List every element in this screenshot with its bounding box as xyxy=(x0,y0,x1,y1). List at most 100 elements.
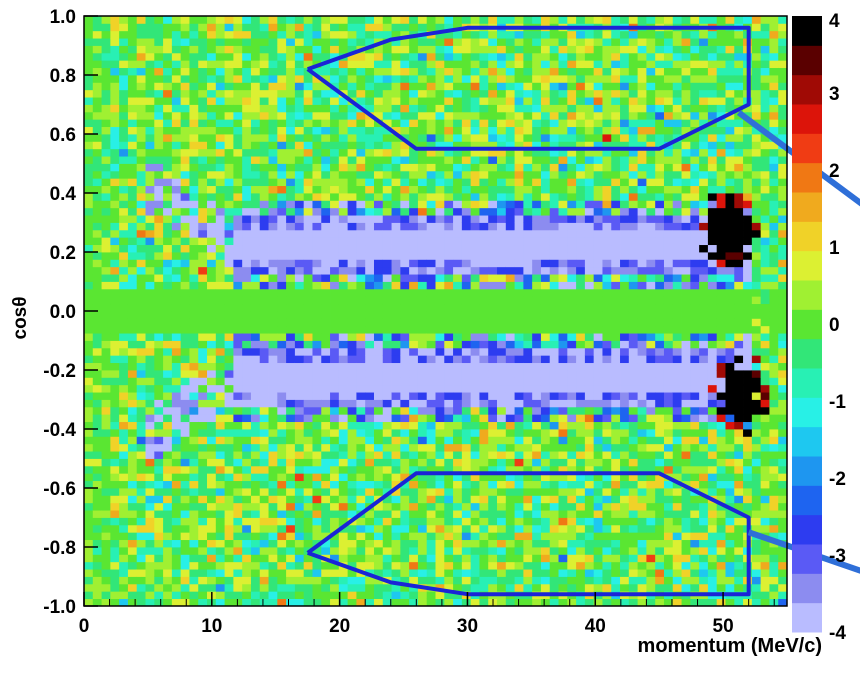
heatmap-cell xyxy=(180,207,190,216)
heatmap-cell xyxy=(611,82,621,91)
heatmap-cell xyxy=(488,163,498,172)
heatmap-cell xyxy=(470,325,480,334)
heatmap-cell xyxy=(259,16,269,24)
heatmap-cell xyxy=(602,429,612,437)
heatmap-cell xyxy=(356,517,366,526)
heatmap-cell xyxy=(373,252,384,260)
heatmap-cell xyxy=(409,104,419,113)
heatmap-cell xyxy=(189,569,199,577)
heatmap-cell xyxy=(365,288,375,297)
heatmap-cell xyxy=(119,340,129,349)
heatmap-cell xyxy=(540,193,551,201)
heatmap-cell xyxy=(330,207,340,216)
heatmap-cell xyxy=(312,185,322,194)
heatmap-cell xyxy=(277,399,287,408)
heatmap-cell xyxy=(268,303,278,312)
heatmap-cell xyxy=(154,281,164,290)
heatmap-cell xyxy=(347,465,357,474)
heatmap-cell xyxy=(233,524,243,533)
heatmap-cell xyxy=(620,547,630,555)
heatmap-cell xyxy=(549,458,559,467)
heatmap-cell xyxy=(154,82,164,91)
heatmap-cell xyxy=(119,244,129,253)
heatmap-cell xyxy=(426,318,436,327)
heatmap-cell xyxy=(523,259,533,268)
heatmap-cell xyxy=(514,458,524,467)
heatmap-cell xyxy=(215,148,225,157)
heatmap-cell xyxy=(400,259,410,268)
heatmap-cell xyxy=(286,45,296,54)
heatmap-cell xyxy=(505,495,515,504)
heatmap-cell xyxy=(523,89,533,98)
heatmap-cell xyxy=(470,163,480,172)
heatmap-cell xyxy=(558,532,568,541)
heatmap-cell xyxy=(567,510,577,518)
heatmap-cell xyxy=(215,325,225,334)
heatmap-cell xyxy=(250,583,261,592)
heatmap-cell xyxy=(224,443,234,452)
heatmap-cell xyxy=(145,436,155,445)
heatmap-cell xyxy=(505,473,515,482)
heatmap-cell xyxy=(365,384,375,393)
heatmap-cell xyxy=(567,281,577,290)
heatmap-cell xyxy=(611,148,621,157)
heatmap-cell xyxy=(189,259,199,268)
heatmap-cell xyxy=(620,399,630,408)
heatmap-cell xyxy=(110,134,120,142)
heatmap-cell xyxy=(268,170,278,179)
heatmap-cell xyxy=(611,370,621,378)
heatmap-cell xyxy=(461,296,472,305)
heatmap-cell xyxy=(470,333,480,341)
heatmap-cell xyxy=(479,480,489,489)
heatmap-cell xyxy=(286,148,296,157)
heatmap-cell xyxy=(391,406,401,415)
heatmap-cell xyxy=(567,532,577,541)
heatmap-cell xyxy=(453,259,463,268)
heatmap-cell xyxy=(189,502,199,511)
heatmap-cell xyxy=(620,141,630,150)
heatmap-cell xyxy=(250,141,261,150)
heatmap-cell xyxy=(444,598,454,607)
heatmap-cell xyxy=(382,244,392,253)
heatmap-cell xyxy=(584,325,595,334)
heatmap-cell xyxy=(549,311,559,319)
heatmap-cell xyxy=(409,333,419,341)
heatmap-cell xyxy=(584,362,595,371)
heatmap-cell xyxy=(215,576,225,585)
heatmap-cell xyxy=(171,303,182,312)
heatmap-cell xyxy=(338,23,349,32)
heatmap-cell xyxy=(602,311,612,319)
heatmap-cell xyxy=(523,392,533,400)
heatmap-cell xyxy=(356,554,366,563)
heatmap-cell xyxy=(286,104,296,113)
heatmap-cell xyxy=(532,539,542,548)
heatmap-cell xyxy=(409,532,419,541)
heatmap-cell xyxy=(488,303,498,312)
heatmap-cell xyxy=(523,303,533,312)
heatmap-cell xyxy=(417,561,428,570)
heatmap-cell xyxy=(259,259,269,268)
heatmap-cell xyxy=(163,38,173,46)
heatmap-cell xyxy=(163,259,173,268)
heatmap-cell xyxy=(233,436,243,445)
heatmap-cell xyxy=(549,583,559,592)
heatmap-cell xyxy=(154,583,164,592)
heatmap-cell xyxy=(171,30,182,39)
heatmap-cell xyxy=(347,347,357,356)
heatmap-cell xyxy=(497,524,507,533)
heatmap-cell xyxy=(268,576,278,585)
heatmap-cell xyxy=(620,429,630,437)
heatmap-cell xyxy=(532,465,542,474)
heatmap-cell xyxy=(479,237,489,246)
heatmap-cell xyxy=(180,89,190,98)
heatmap-cell xyxy=(101,23,111,32)
heatmap-cell xyxy=(593,406,603,415)
heatmap-cell xyxy=(426,259,436,268)
heatmap-cell xyxy=(250,539,261,548)
heatmap-cell xyxy=(330,569,340,577)
heatmap-cell xyxy=(145,185,155,194)
heatmap-cell xyxy=(145,414,155,423)
heatmap-cell xyxy=(611,185,621,194)
heatmap-cell xyxy=(497,52,507,61)
heatmap-cell xyxy=(373,141,384,150)
